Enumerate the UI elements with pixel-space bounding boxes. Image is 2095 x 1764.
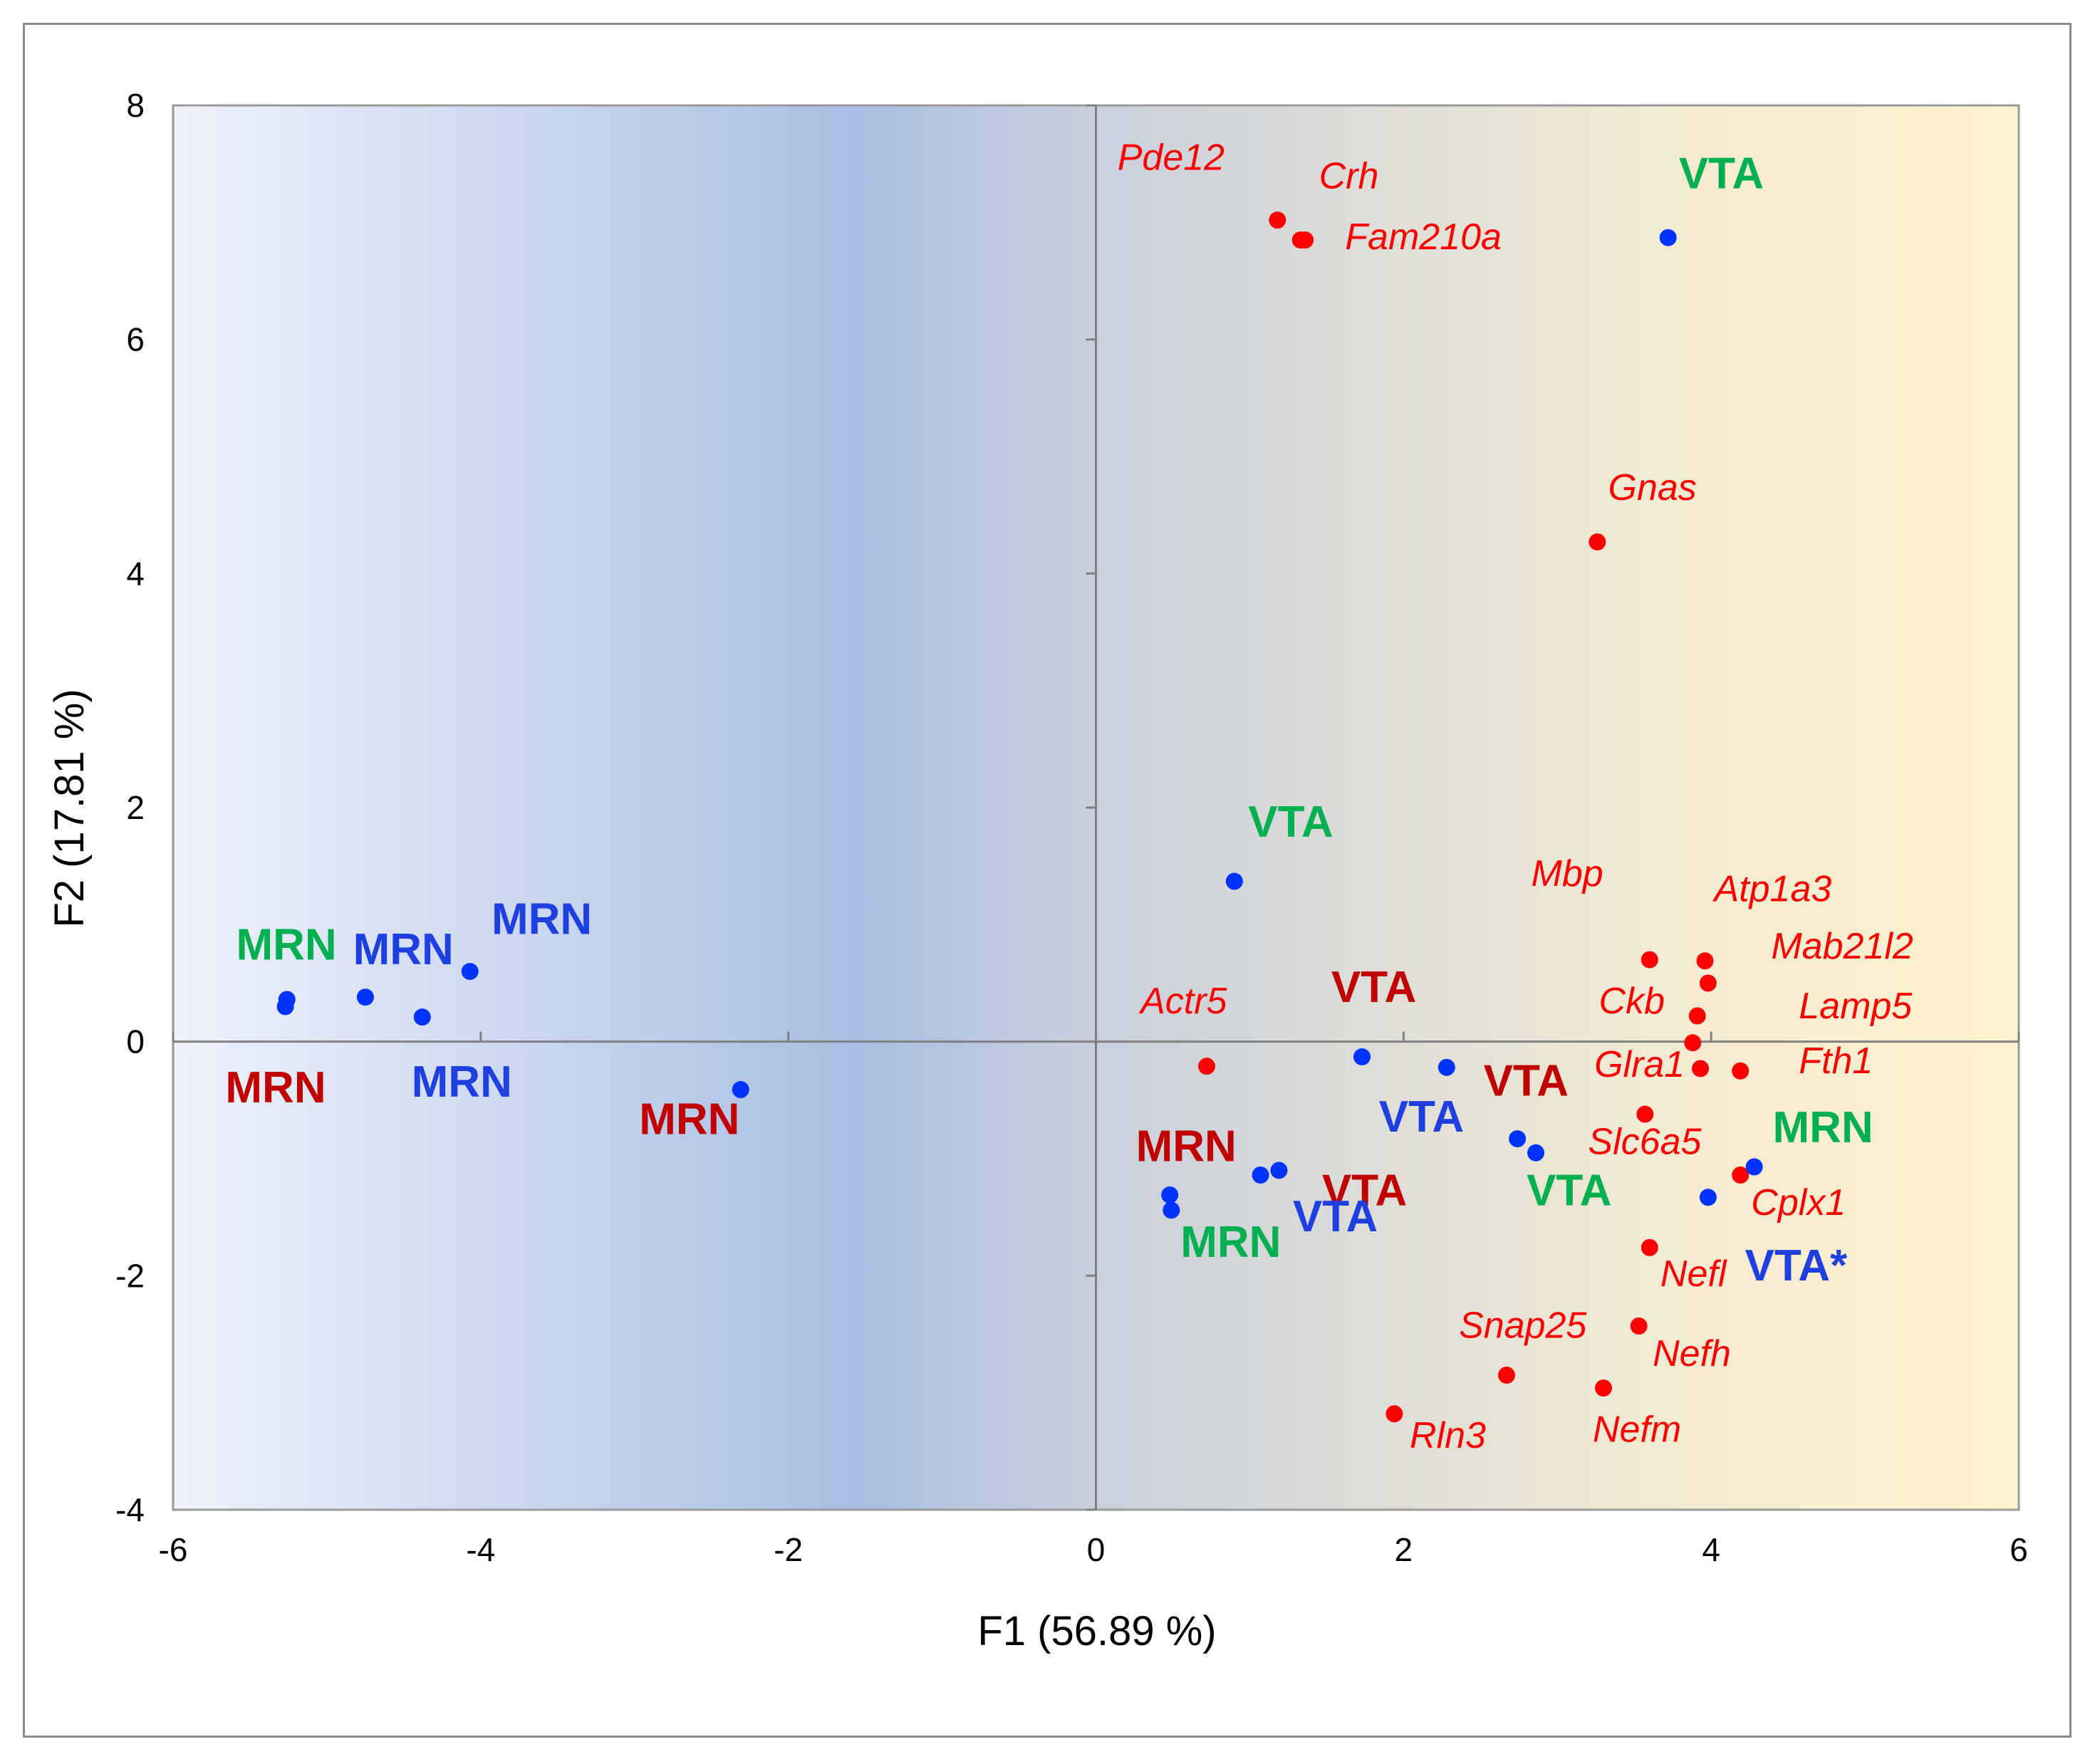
gene-label: Glra1 [1594, 1044, 1685, 1085]
observation-point [1438, 1058, 1455, 1076]
gene-label: Nefm [1593, 1409, 1681, 1451]
gene-point [1696, 952, 1714, 970]
gene-point [1641, 1238, 1658, 1256]
y-tick-label: 2 [126, 789, 145, 826]
observation-label: MRN [1773, 1103, 1873, 1152]
gene-label: Atp1a3 [1712, 868, 1831, 909]
observation-point [356, 988, 374, 1006]
gene-label: Fam210a [1345, 216, 1502, 258]
y-axis-title: F2 (17.81 %) [46, 689, 93, 927]
axes: -6 -4 -2 0 2 4 6 -4 -2 0 2 4 6 8 [115, 87, 2028, 1568]
point-labels: Pde12 Crh Fam210a Gnas Mbp Atp1a3 Mab21l2 Lamp5… [225, 137, 1913, 1456]
gene-label: Nefh [1653, 1333, 1731, 1374]
y-tick-label: -2 [115, 1257, 145, 1294]
observation-point [1270, 1162, 1288, 1179]
gene-point [1732, 1062, 1750, 1080]
observation-point [1527, 1144, 1545, 1162]
gene-label: Cplx1 [1751, 1182, 1846, 1223]
observation-point [1509, 1130, 1527, 1148]
gene-point [1269, 212, 1286, 229]
y-tick-label: 0 [126, 1023, 145, 1060]
observation-label: MRN [639, 1095, 739, 1144]
x-tick-label: -4 [466, 1531, 495, 1568]
gene-point [1386, 1405, 1403, 1423]
x-tick-label: -6 [159, 1531, 188, 1568]
gene-point [1630, 1317, 1648, 1335]
gene-label: Mbp [1532, 853, 1603, 894]
observation-point [1252, 1167, 1269, 1184]
observation-label: VTA [1248, 798, 1333, 847]
y-tick-label: -4 [115, 1491, 145, 1528]
gene-point [1197, 1058, 1215, 1075]
gene-label: Lamp5 [1799, 986, 1913, 1027]
gene-point [1595, 1379, 1613, 1397]
x-axis-title: F1 (56.89 %) [977, 1608, 1216, 1654]
observation-label: MRN [225, 1063, 326, 1112]
x-tick-label: 6 [2010, 1531, 2028, 1568]
observation-label: VTA [1322, 1167, 1407, 1216]
observation-point [413, 1008, 431, 1026]
gene-label: Gnas [1608, 467, 1697, 508]
gene-label: Slc6a5 [1588, 1121, 1702, 1162]
gene-point [1589, 533, 1606, 550]
observation-label: MRN [353, 925, 454, 974]
observation-point [1163, 1201, 1180, 1219]
observation-label: MRN [1136, 1122, 1237, 1171]
gene-label: Ckb [1599, 981, 1665, 1022]
observation-point [1161, 1186, 1179, 1204]
observation-label: VTA* [1745, 1241, 1848, 1290]
gene-label: Rln3 [1410, 1415, 1486, 1456]
gene-point [1688, 1007, 1706, 1025]
y-tick-label: 4 [126, 555, 145, 592]
figure-frame: -6 -4 -2 0 2 4 6 -4 -2 0 2 4 6 8 Pde12 Crh Fam210a Gnas M… [23, 23, 2071, 1738]
y-tick-label: 8 [126, 87, 145, 124]
gene-point [1699, 974, 1717, 992]
gene-point [1692, 1060, 1710, 1077]
observation-point [1353, 1048, 1371, 1066]
gene-point [1684, 1034, 1702, 1052]
x-tick-label: 0 [1087, 1531, 1106, 1568]
gene-point [1732, 1167, 1750, 1184]
pca-biplot: -6 -4 -2 0 2 4 6 -4 -2 0 2 4 6 8 Pde12 Crh Fam210a Gnas M… [46, 87, 2028, 1654]
x-tick-label: 4 [1702, 1531, 1720, 1568]
gene-label: Fth1 [1799, 1040, 1873, 1082]
gene-label: Snap25 [1459, 1305, 1587, 1346]
observation-label: MRN [1180, 1218, 1281, 1267]
observation-label: VTA [1379, 1092, 1464, 1142]
gene-point [1641, 951, 1658, 969]
gene-label: Pde12 [1118, 137, 1225, 178]
observation-label: MRN [412, 1058, 512, 1107]
data-points [276, 212, 1763, 1423]
observation-point [461, 963, 479, 981]
observation-label: VTA [1527, 1167, 1611, 1216]
observation-point [732, 1081, 749, 1099]
observation-label: MRN [492, 894, 592, 944]
gene-label: Actr5 [1138, 981, 1227, 1022]
gene-point [1291, 231, 1309, 249]
observation-point [1659, 229, 1677, 246]
observation-label: MRN [236, 921, 337, 970]
observation-label: VTA [1679, 150, 1764, 199]
observation-point [1225, 872, 1243, 890]
x-tick-label: 2 [1395, 1531, 1413, 1568]
gene-label: Nefl [1660, 1253, 1727, 1295]
observation-label: VTA [1331, 963, 1416, 1012]
observation-point [276, 998, 294, 1016]
observation-point [1745, 1158, 1763, 1176]
gene-label: Crh [1319, 156, 1379, 197]
y-tick-label: 6 [126, 321, 145, 358]
x-tick-label: -2 [774, 1531, 803, 1568]
gene-label: Mab21l2 [1771, 926, 1913, 967]
observation-label: VTA [1293, 1192, 1378, 1241]
observation-point [1699, 1189, 1717, 1206]
gene-point [1497, 1367, 1515, 1384]
gene-point [1636, 1105, 1654, 1123]
observation-label: VTA [1484, 1056, 1569, 1105]
